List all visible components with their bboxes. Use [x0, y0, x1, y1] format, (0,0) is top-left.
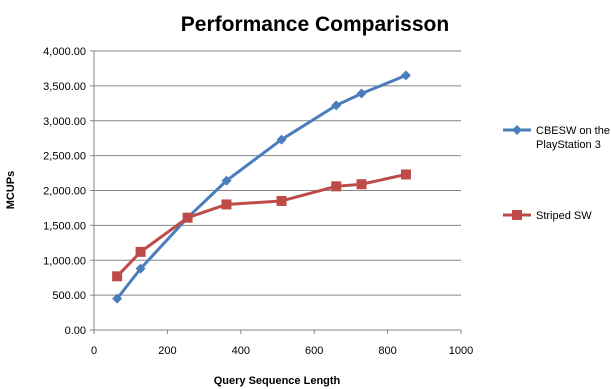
data-point — [112, 293, 123, 304]
series-line — [115, 74, 407, 300]
x-tick-label: 400 — [232, 345, 250, 357]
data-point — [356, 179, 367, 190]
y-tick-label: 500.00 — [52, 290, 86, 302]
legend-label: CBESW on the PlayStation 3 — [536, 125, 610, 151]
legend-label: Striped SW — [536, 210, 592, 222]
y-axis-label: MCUPs — [5, 171, 17, 210]
series-2 — [112, 169, 411, 282]
data-point — [400, 70, 411, 81]
legend-item-2: Striped SW — [503, 210, 592, 222]
legend-swatch-marker — [512, 210, 522, 220]
y-tick-label: 3,500.00 — [43, 81, 86, 93]
chart-title: Performance Comparisson — [181, 13, 449, 36]
data-point — [400, 169, 411, 180]
data-point — [182, 212, 193, 223]
data-point — [221, 175, 232, 186]
y-tick-label: 2,500.00 — [43, 151, 86, 163]
x-axis-ticks: 0 200 400 600 800 1000 — [91, 330, 473, 357]
legend-label-line: Striped SW — [536, 210, 592, 222]
data-point — [356, 88, 367, 99]
x-tick-label: 1000 — [449, 345, 473, 357]
data-point — [135, 246, 146, 257]
legend: CBESW on the PlayStation 3 Striped SW — [503, 125, 610, 222]
y-tick-label: 0.00 — [65, 325, 86, 337]
data-point — [221, 199, 232, 210]
x-axis-label: Query Sequence Length — [214, 375, 341, 387]
legend-item-1: CBESW on the PlayStation 3 — [503, 125, 610, 151]
legend-swatch-marker — [512, 125, 522, 135]
legend-label-line: PlayStation 3 — [536, 139, 601, 151]
data-point — [276, 134, 287, 145]
x-tick-label: 200 — [158, 345, 176, 357]
y-tick-label: 1,500.00 — [43, 220, 86, 232]
data-point — [135, 263, 146, 274]
x-tick-label: 0 — [91, 345, 97, 357]
y-axis-ticks: 0.00 500.00 1,000.00 1,500.00 2,000.00 2,500.… — [43, 46, 94, 337]
legend-label-line: CBESW on the — [536, 125, 610, 137]
gridlines — [94, 50, 461, 296]
series-group — [112, 70, 411, 304]
y-tick-label: 2,000.00 — [43, 186, 86, 198]
y-tick-label: 1,000.00 — [43, 255, 86, 267]
data-point — [331, 100, 342, 111]
x-tick-label: 600 — [305, 345, 323, 357]
data-point — [276, 195, 287, 206]
data-point — [331, 181, 342, 192]
data-point — [112, 271, 123, 282]
y-tick-label: 3,000.00 — [43, 116, 86, 128]
y-tick-label: 4,000.00 — [43, 46, 86, 58]
x-tick-label: 800 — [378, 345, 396, 357]
